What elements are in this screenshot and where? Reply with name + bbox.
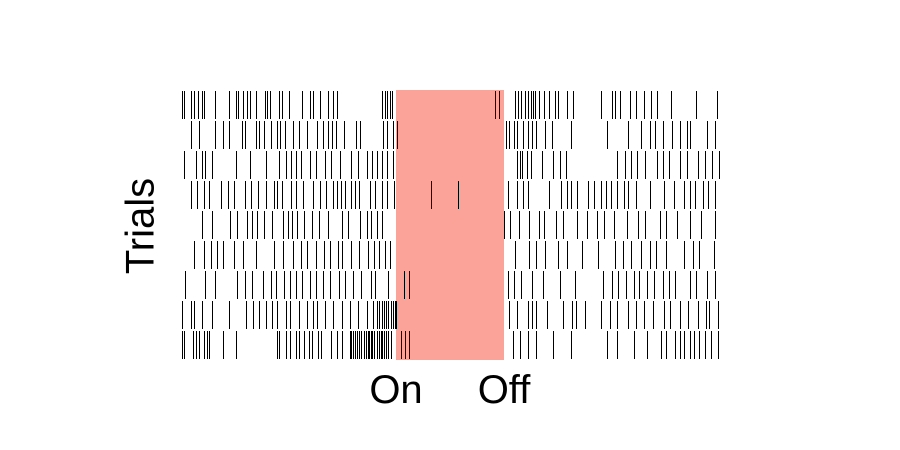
trial-row (182, 301, 719, 329)
trial-row (191, 181, 716, 209)
trial-row (182, 91, 718, 119)
y-axis-label: Trials (118, 177, 163, 275)
x-tick-label-on: On (369, 368, 423, 412)
trial-row (184, 151, 720, 179)
trial-row (185, 271, 716, 299)
x-tick-label-off: Off (477, 368, 531, 412)
trial-row (191, 121, 716, 149)
spike-layer (182, 91, 720, 359)
trial-row (202, 211, 716, 239)
trial-row (182, 331, 719, 359)
stimulus-window (396, 90, 504, 360)
stimulus-layer (396, 90, 504, 360)
trial-row (194, 241, 715, 269)
